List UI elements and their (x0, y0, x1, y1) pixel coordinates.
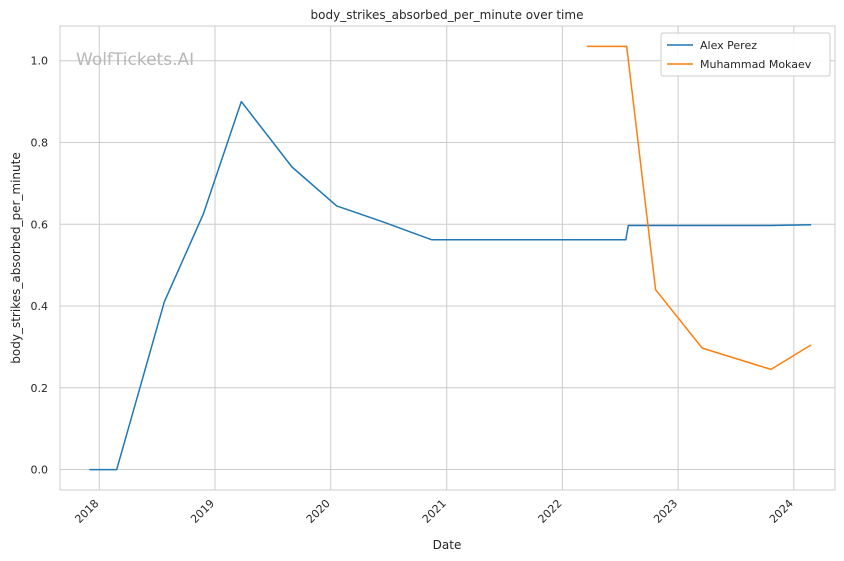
x-tick-label: 2022 (536, 497, 565, 526)
x-tick-label: 2019 (188, 497, 217, 526)
x-tick-label: 2020 (304, 497, 333, 526)
watermark: WolfTickets.AI (76, 50, 194, 70)
legend: Alex Perez Muhammad Mokaev (660, 32, 831, 77)
x-tick-label: 2024 (767, 497, 796, 526)
legend-label-muhammad-mokaev: Muhammad Mokaev (700, 58, 812, 71)
x-axis-label: Date (433, 538, 462, 552)
y-tick-label: 0.6 (31, 218, 49, 231)
series-line-alex-perez (89, 100, 812, 471)
y-tick-label: 0.0 (31, 464, 49, 477)
y-tick-label: 0.8 (31, 137, 49, 150)
y-tick-label: 0.4 (31, 300, 49, 313)
x-tick-label: 2023 (651, 497, 680, 526)
y-tick-label: 1.0 (31, 55, 49, 68)
series-layer (89, 45, 812, 471)
plot-background (60, 26, 835, 490)
chart-title: body_strikes_absorbed_per_minute over ti… (311, 8, 584, 22)
y-axis-label: body_strikes_absorbed_per_minute (9, 152, 23, 363)
y-tick-label: 0.2 (31, 382, 49, 395)
x-tick-label: 2021 (420, 497, 449, 526)
plot-frame (59, 25, 836, 491)
x-tick-label: 2018 (72, 497, 101, 526)
series-line-muhammad-mokaev (586, 45, 812, 371)
legend-box (660, 32, 831, 77)
grid (60, 26, 835, 490)
legend-label-alex-perez: Alex Perez (700, 39, 757, 52)
